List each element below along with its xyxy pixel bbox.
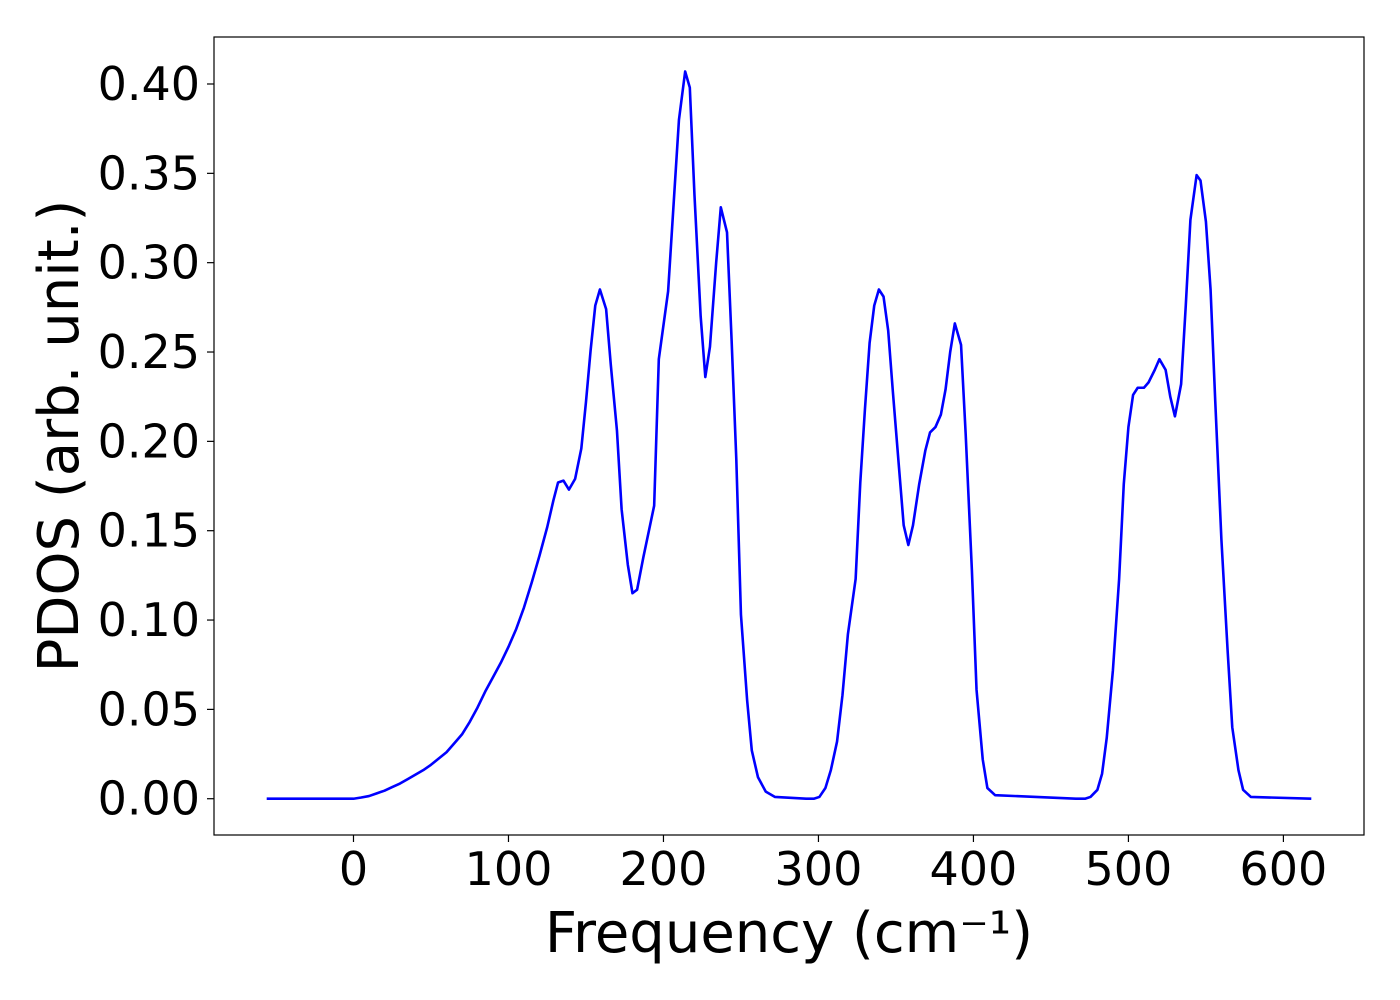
x-tick-label: 200 — [620, 842, 708, 896]
data-line — [266, 70, 1312, 801]
y-axis-label: PDOS (arb. unit.) — [27, 200, 92, 673]
y-tick-label: 0.05 — [98, 682, 200, 736]
x-tick-label: 600 — [1240, 842, 1328, 896]
y-tick-label: 0.35 — [98, 146, 200, 200]
y-tick-label: 0.40 — [98, 57, 200, 111]
y-tick-label: 0.15 — [98, 504, 200, 558]
x-tick-label: 300 — [775, 842, 863, 896]
x-tick-label: 0 — [339, 842, 368, 896]
x-axis-label: Frequency (cm⁻¹) — [545, 901, 1033, 966]
y-tick-label: 0.20 — [98, 414, 200, 468]
x-tick-label: 100 — [465, 842, 553, 896]
x-tick-label: 400 — [930, 842, 1018, 896]
x-tick-label: 500 — [1085, 842, 1173, 896]
plot-frame — [213, 36, 1365, 836]
y-tick-label: 0.00 — [98, 772, 200, 826]
y-tick-label: 0.30 — [98, 236, 200, 290]
y-tick-label: 0.25 — [98, 325, 200, 379]
y-tick-label: 0.10 — [98, 593, 200, 647]
